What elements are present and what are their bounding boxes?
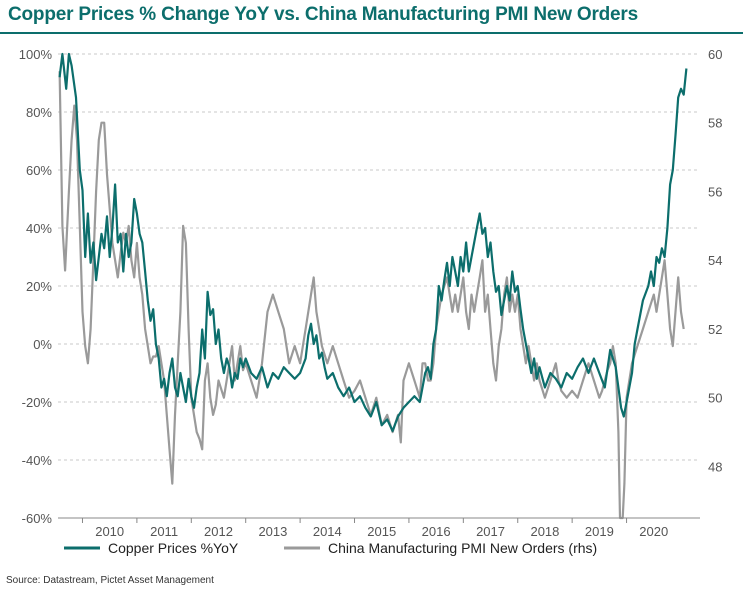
x-tick-label: 2015 (367, 524, 396, 539)
legend-pmi-label: China Manufacturing PMI New Orders (rhs) (328, 540, 597, 556)
left-tick-label: -40% (22, 453, 53, 468)
x-tick-label: 2017 (476, 524, 505, 539)
left-tick-label: 0% (33, 337, 52, 352)
left-tick-label: -60% (22, 511, 53, 526)
right-axis-ticks: 60 58 56 54 52 50 48 (708, 47, 722, 474)
x-tick-label: 2013 (258, 524, 287, 539)
legend-copper-label: Copper Prices %YoY (108, 540, 239, 556)
right-tick-label: 58 (708, 116, 722, 131)
x-tick-label: 2018 (530, 524, 559, 539)
title-underline (0, 32, 743, 34)
left-tick-label: 40% (26, 221, 52, 236)
right-tick-label: 54 (708, 253, 722, 268)
pmi-series-line (58, 71, 685, 520)
series-lines (58, 52, 688, 520)
right-tick-label: 52 (708, 322, 722, 337)
left-tick-label: 20% (26, 279, 52, 294)
right-tick-label: 56 (708, 184, 722, 199)
x-tick-label: 2010 (95, 524, 124, 539)
copper-series-line (58, 52, 688, 433)
x-tick-label: 2016 (422, 524, 451, 539)
right-tick-label: 50 (708, 391, 722, 406)
left-tick-label: 100% (19, 47, 53, 62)
chart: 100% 80% 60% 40% 20% 0% -20% -40% -60% 60 58 56 54 5… (19, 47, 723, 556)
source-note: Source: Datastream, Pictet Asset Managem… (6, 575, 214, 586)
x-tick-label: 2020 (639, 524, 668, 539)
left-tick-label: 80% (26, 105, 52, 120)
right-tick-label: 60 (708, 47, 722, 62)
x-axis-ticks: 2010 2011 2012 2013 2014 2015 2016 2017 2018 2019… (81, 518, 668, 539)
chart-title: Copper Prices % Change YoY vs. China Man… (8, 4, 638, 25)
x-tick-label: 2012 (204, 524, 233, 539)
x-tick-label: 2014 (313, 524, 342, 539)
left-tick-label: -20% (22, 395, 53, 410)
x-tick-label: 2019 (585, 524, 614, 539)
legend: Copper Prices %YoY China Manufacturing PM… (64, 540, 597, 556)
right-tick-label: 48 (708, 459, 722, 474)
left-axis-ticks: 100% 80% 60% 40% 20% 0% -20% -40% -60% (19, 47, 53, 526)
left-tick-label: 60% (26, 163, 52, 178)
gridlines (58, 53, 700, 461)
x-tick-label: 2011 (150, 524, 178, 539)
